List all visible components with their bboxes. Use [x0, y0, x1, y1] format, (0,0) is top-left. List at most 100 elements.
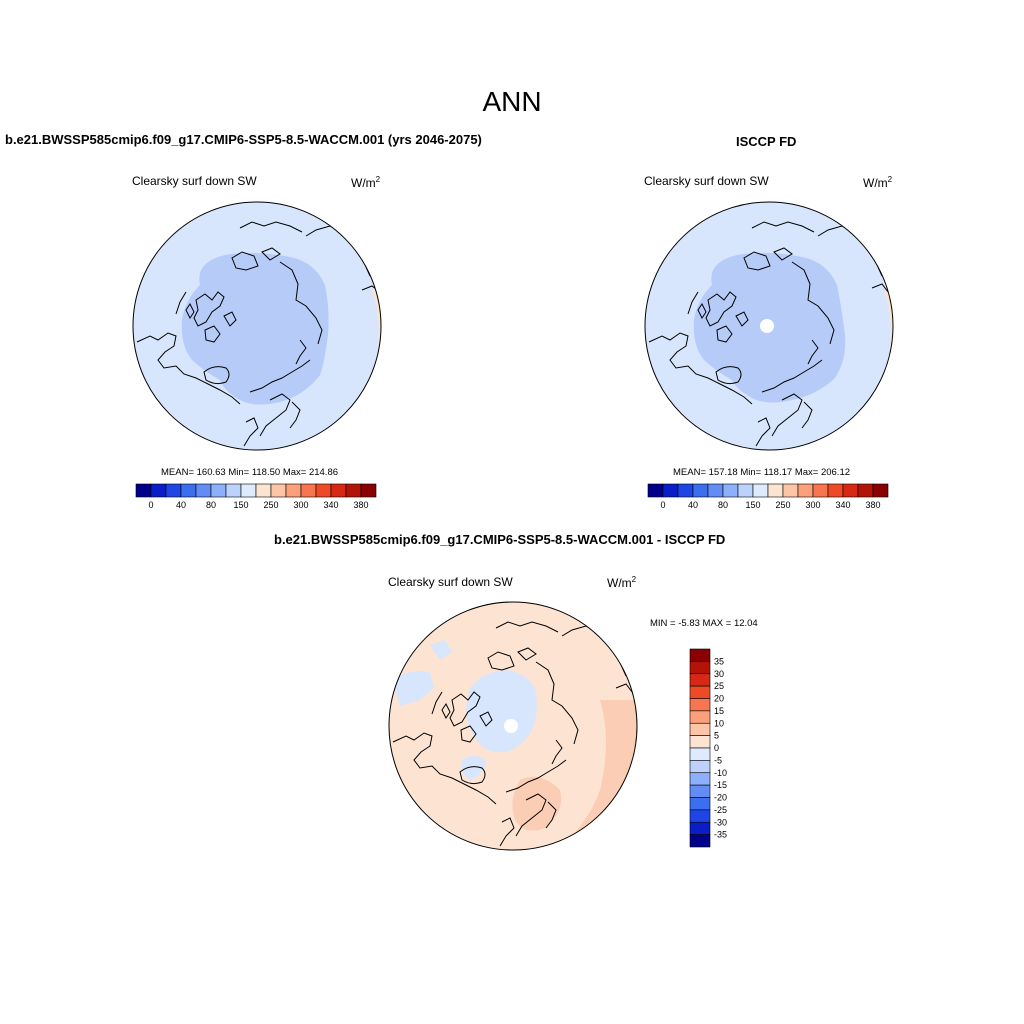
model-variable-label: Clearsky surf down SW	[132, 174, 257, 188]
diff-colorbar-box	[689, 673, 711, 687]
diff-colorbar-tick-label: -30	[714, 817, 727, 827]
diff-colorbar-box	[689, 747, 711, 761]
diff-colorbar-tick-label: 0	[714, 743, 719, 753]
obs-variable-label: Clearsky surf down SW	[644, 174, 769, 188]
diff-colorbar: 35 30 25 20 15 10 5 0 -5 -10 -15 -20 -25 -30 -35	[689, 648, 727, 848]
obs-colorbar-tick-label: 340	[835, 500, 850, 510]
model-colorbar-tick-label: 380	[353, 500, 368, 510]
diff-colorbar-box	[689, 784, 711, 798]
model-colorbar-box	[285, 483, 302, 498]
model-colorbar-tick-label: 40	[176, 500, 186, 510]
diff-colorbar-box	[689, 735, 711, 749]
obs-colorbar-box	[857, 483, 874, 498]
obs-colorbar-box	[827, 483, 844, 498]
diff-colorbar-box	[689, 821, 711, 835]
diff-variable-label: Clearsky surf down SW	[388, 575, 513, 589]
model-colorbar-box	[360, 483, 377, 498]
diff-colorbar-tick-label: 30	[714, 669, 724, 679]
model-colorbar-tick-label: 0	[148, 500, 153, 510]
diff-panel-title: b.e21.BWSSP585cmip6.f09_g17.CMIP6-SSP5-8…	[274, 532, 726, 547]
diff-stats: MIN = -5.83 MAX = 12.04	[650, 618, 758, 629]
obs-colorbar-tick-label: 380	[865, 500, 880, 510]
model-colorbar-box	[150, 483, 167, 498]
model-panel-title: b.e21.BWSSP585cmip6.f09_g17.CMIP6-SSP5-8…	[5, 132, 482, 147]
diff-colorbar-box	[689, 834, 711, 848]
diff-colorbar-tick-label: -35	[714, 830, 727, 840]
model-colorbar-box	[270, 483, 287, 498]
obs-colorbar-tick-label: 250	[775, 500, 790, 510]
obs-colorbar: 0 40 80 150 250 300 340 380	[647, 483, 889, 510]
obs-polar-map	[644, 201, 894, 451]
diff-units-label: W/m2	[607, 575, 637, 591]
obs-colorbar-box	[692, 483, 709, 498]
obs-colorbar-box	[722, 483, 739, 498]
obs-colorbar-box	[677, 483, 694, 498]
obs-colorbar-box	[872, 483, 889, 498]
main-title: ANN	[482, 86, 542, 117]
obs-stats: MEAN= 157.18 Min= 118.17 Max= 206.12	[673, 467, 851, 478]
obs-colorbar-tick-label: 150	[745, 500, 760, 510]
model-polar-map	[132, 201, 382, 451]
model-colorbar-box	[195, 483, 212, 498]
obs-colorbar-tick-label: 80	[718, 500, 728, 510]
obs-colorbar-tick-label: 40	[688, 500, 698, 510]
diff-colorbar-box	[689, 710, 711, 724]
model-colorbar-box	[300, 483, 317, 498]
obs-colorbar-box	[842, 483, 859, 498]
diff-colorbar-tick-label: -25	[714, 805, 727, 815]
diff-colorbar-box	[689, 661, 711, 675]
diff-colorbar-box	[689, 698, 711, 712]
diff-colorbar-tick-label: 15	[714, 706, 724, 716]
obs-colorbar-box	[812, 483, 829, 498]
model-colorbar-tick-label: 150	[233, 500, 248, 510]
diff-colorbar-tick-label: 10	[714, 718, 724, 728]
diff-colorbar-tick-label: -15	[714, 780, 727, 790]
obs-panel-title: ISCCP FD	[736, 134, 797, 149]
obs-colorbar-box	[782, 483, 799, 498]
model-units-label: W/m2	[351, 175, 381, 191]
obs-colorbar-tick-label: 0	[660, 500, 665, 510]
diff-colorbar-tick-label: -5	[714, 755, 722, 765]
diff-colorbar-tick-label: 20	[714, 694, 724, 704]
diff-colorbar-tick-label: -20	[714, 793, 727, 803]
obs-colorbar-tick-label: 300	[805, 500, 820, 510]
model-colorbar-box	[345, 483, 362, 498]
model-colorbar: 0 40 80 150 250 300 340 380	[135, 483, 377, 510]
model-colorbar-box	[225, 483, 242, 498]
diff-colorbar-tick-label: 35	[714, 656, 724, 666]
model-colorbar-tick-label: 340	[323, 500, 338, 510]
model-colorbar-tick-label: 300	[293, 500, 308, 510]
diff-polar-map	[388, 601, 638, 851]
model-colorbar-tick-label: 80	[206, 500, 216, 510]
model-colorbar-box	[165, 483, 182, 498]
model-colorbar-box	[330, 483, 347, 498]
diff-colorbar-tick-label: 5	[714, 731, 719, 741]
obs-colorbar-box	[647, 483, 664, 498]
model-colorbar-box	[255, 483, 272, 498]
diff-colorbar-box	[689, 760, 711, 774]
model-colorbar-box	[210, 483, 227, 498]
model-colorbar-box	[180, 483, 197, 498]
diff-colorbar-box	[689, 809, 711, 823]
model-stats: MEAN= 160.63 Min= 118.50 Max= 214.86	[161, 467, 339, 478]
diff-colorbar-box	[689, 722, 711, 736]
obs-units-label: W/m2	[863, 175, 893, 191]
obs-colorbar-box	[707, 483, 724, 498]
diff-colorbar-box	[689, 797, 711, 811]
obs-colorbar-box	[752, 483, 769, 498]
diff-colorbar-box	[689, 648, 711, 662]
diff-colorbar-box	[689, 772, 711, 786]
obs-colorbar-box	[767, 483, 784, 498]
obs-colorbar-box	[662, 483, 679, 498]
model-colorbar-box	[315, 483, 332, 498]
diff-colorbar-tick-label: 25	[714, 681, 724, 691]
diff-colorbar-tick-label: -10	[714, 768, 727, 778]
model-colorbar-tick-label: 250	[263, 500, 278, 510]
obs-colorbar-box	[737, 483, 754, 498]
model-colorbar-box	[135, 483, 152, 498]
model-colorbar-box	[240, 483, 257, 498]
obs-colorbar-box	[797, 483, 814, 498]
diff-colorbar-box	[689, 685, 711, 699]
